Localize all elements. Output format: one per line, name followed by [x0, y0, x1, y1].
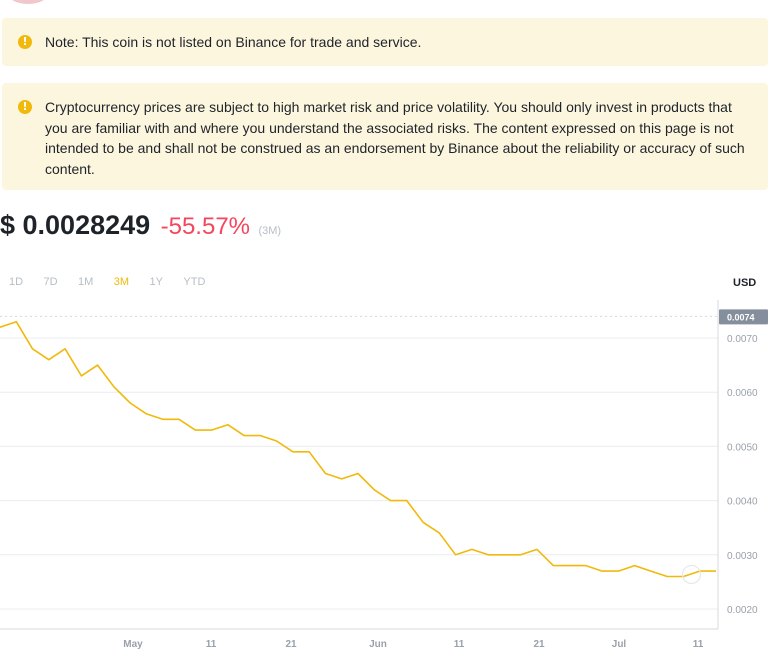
risk-disclaimer-text: Cryptocurrency prices are subject to hig… [45, 99, 745, 178]
x-tick-label: Jun [369, 639, 387, 650]
change-period: (3M) [258, 225, 282, 237]
x-tick-label: 21 [285, 639, 297, 650]
binance-watermark-icon [681, 564, 702, 585]
y-tick-label: 0.0060 [727, 388, 758, 399]
y-tick-label: 0.0040 [727, 497, 758, 508]
x-tick-label: 11 [693, 639, 704, 650]
x-tick-label: 11 [206, 639, 217, 650]
range-ytd[interactable]: YTD [183, 276, 206, 288]
coin-avatar [6, 0, 50, 4]
range-1m[interactable]: 1M [78, 276, 94, 288]
current-price-badge-text: 0.0074 [727, 312, 755, 322]
time-range-selector: 1D 7D 1M 3M 1Y YTD [9, 272, 221, 288]
currency-label: USD [733, 277, 757, 289]
price-change-percent: -55.57% [160, 213, 250, 240]
y-tick-label: 0.0050 [727, 442, 758, 453]
range-3m[interactable]: 3M [113, 276, 130, 288]
current-price-badge [719, 309, 768, 325]
y-tick-label: 0.0020 [727, 605, 758, 616]
risk-disclaimer-notice: ! Cryptocurrency prices are subject to h… [2, 83, 768, 190]
price-line [0, 320, 716, 578]
y-tick-label: 0.0030 [727, 551, 758, 562]
not-listed-notice-text: Note: This coin is not listed on Binance… [45, 34, 422, 50]
range-1d[interactable]: 1D [9, 276, 24, 288]
not-listed-notice: ! Note: This coin is not listed on Binan… [2, 18, 768, 66]
x-tick-label: 21 [533, 639, 545, 650]
range-7d[interactable]: 7D [43, 276, 58, 288]
x-tick-label: May [123, 639, 143, 650]
x-tick-label: Jul [612, 639, 627, 650]
range-1y[interactable]: 1Y [149, 276, 163, 288]
warning-icon: ! [18, 100, 32, 114]
current-price: $ 0.0028249 [0, 210, 151, 240]
x-tick-label: 11 [454, 639, 465, 650]
warning-icon: ! [18, 35, 32, 49]
price-summary: $ 0.0028249 -55.57% (3M) [0, 210, 281, 242]
y-tick-label: 0.0070 [727, 334, 758, 345]
